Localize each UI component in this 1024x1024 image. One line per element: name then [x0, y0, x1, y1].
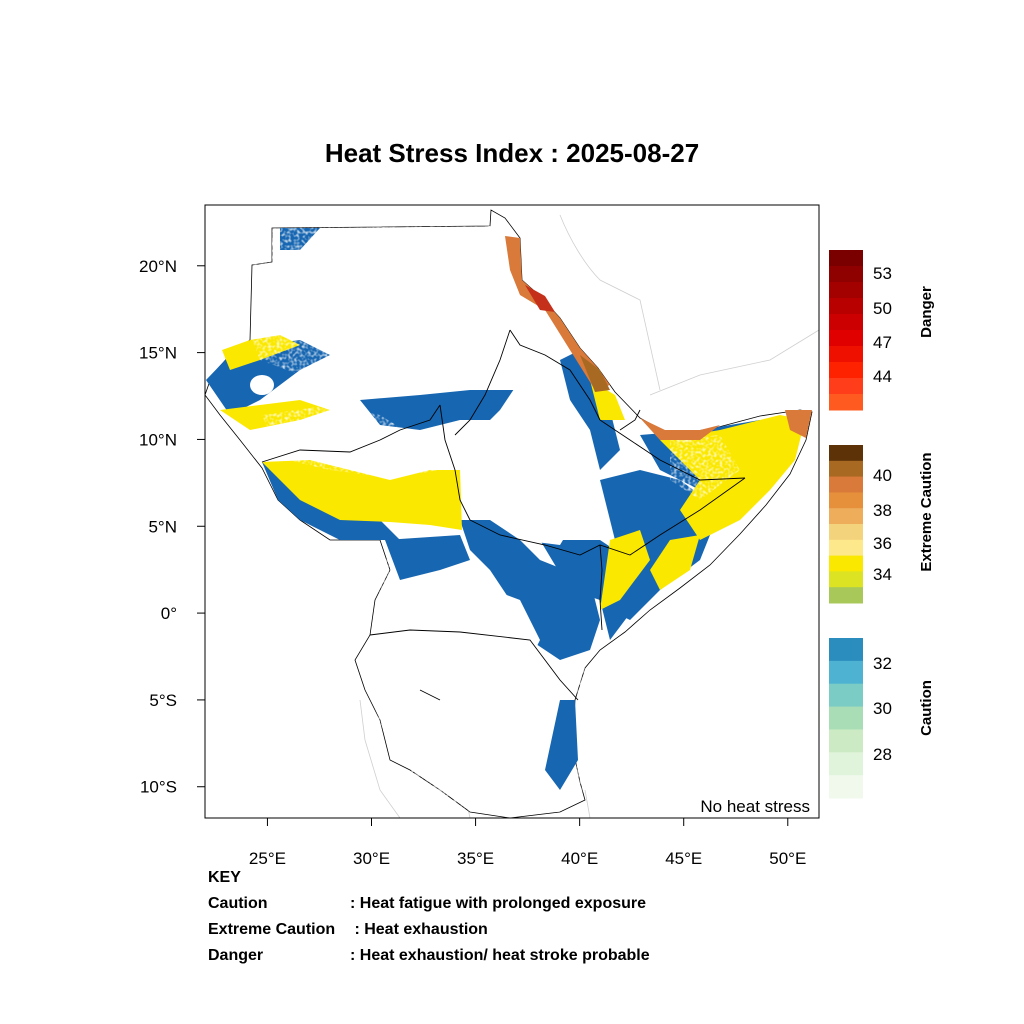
- legend-tick-label: 40: [873, 466, 892, 485]
- y-tick-label: 15°N: [139, 344, 177, 363]
- legend-swatch: [829, 752, 863, 776]
- legend-swatch: [829, 445, 863, 462]
- map-content: [205, 209, 819, 818]
- key-heading: KEY: [208, 869, 241, 886]
- y-tick-label: 10°N: [139, 430, 177, 449]
- legend-tick-label: 38: [873, 501, 892, 520]
- legend-title: Extreme Caution: [918, 452, 935, 571]
- legend-swatch: [829, 362, 863, 379]
- legend-swatch: [829, 460, 863, 478]
- legend-swatch: [829, 314, 863, 331]
- legend-swatch: [829, 378, 863, 395]
- country-borders: [261, 329, 746, 701]
- legend-tick-label: 28: [873, 745, 892, 764]
- key-row-extreme-caution: Extreme Caution : Heat exhaustion: [208, 920, 650, 946]
- external-border: [559, 214, 661, 391]
- external-border: [584, 789, 591, 818]
- legend-swatch: [829, 555, 863, 572]
- page-title: Heat Stress Index : 2025-08-27: [324, 138, 700, 168]
- legend-tick-label: 32: [873, 654, 892, 673]
- key-panel: KEY Caution : Heat fatigue with prolonged…: [208, 868, 650, 972]
- legend-swatch: [829, 250, 863, 267]
- x-tick-label: 50°E: [769, 849, 806, 868]
- legend-danger: 53 50 47 44 Danger: [829, 250, 935, 411]
- legend-swatch: [829, 346, 863, 363]
- legend-tick-label: 44: [873, 367, 892, 386]
- legend-swatch: [829, 266, 863, 283]
- x-tick-label: 35°E: [457, 849, 494, 868]
- key-term: Caution: [208, 895, 268, 912]
- legend-title: Danger: [918, 286, 935, 338]
- external-border: [649, 329, 819, 396]
- legend-swatch: [829, 660, 863, 685]
- legend-swatch: [829, 508, 863, 525]
- y-axis: 20°N 15°N 10°N 5°N 0° 5°S 10°S: [139, 257, 205, 797]
- key-desc: : Heat exhaustion/ heat stroke probable: [350, 947, 650, 964]
- y-tick-label: 0°: [161, 604, 177, 623]
- no-stress-zones: [250, 365, 590, 690]
- legend-swatch: [829, 539, 863, 557]
- key-row-danger: Danger : Heat exhaustion/ heat stroke pro…: [208, 946, 650, 972]
- legend-extreme-caution: 40 38 36 34 Extreme Caution: [829, 445, 935, 604]
- x-tick-label: 30°E: [353, 849, 390, 868]
- y-tick-label: 10°S: [140, 778, 177, 797]
- key-desc: : Heat fatigue with prolonged exposure: [350, 895, 647, 912]
- danger-zones: [505, 236, 812, 440]
- legend-title: Caution: [918, 680, 935, 736]
- legend-tick-label: 53: [873, 264, 892, 283]
- legend-swatch: [829, 638, 863, 662]
- y-tick-label: 5°S: [149, 691, 177, 710]
- legend-swatch: [829, 298, 863, 315]
- legend-tick-label: 34: [873, 565, 892, 584]
- legend-swatch: [829, 330, 863, 347]
- map-frame: [204, 204, 820, 819]
- key-term: Extreme Caution: [208, 921, 336, 938]
- x-tick-label: 40°E: [561, 849, 598, 868]
- legend-swatch: [829, 394, 863, 411]
- legend-swatch: [829, 729, 863, 753]
- legend-swatch: [829, 524, 863, 541]
- y-tick-label: 5°N: [148, 517, 177, 536]
- no-heat-stress-label: No heat stress: [700, 797, 810, 816]
- key-term: Danger: [208, 947, 264, 964]
- x-tick-label: 45°E: [665, 849, 702, 868]
- y-tick-label: 20°N: [139, 257, 177, 276]
- legend-swatch: [829, 282, 863, 299]
- x-axis: 25°E 30°E 35°E 40°E 45°E 50°E: [249, 818, 806, 868]
- legend-swatch: [829, 706, 863, 730]
- key-row-caution: Caution : Heat fatigue with prolonged exp…: [208, 894, 650, 920]
- legend-tick-label: 36: [873, 534, 892, 553]
- key-desc: : Heat exhaustion: [350, 921, 488, 938]
- x-tick-label: 25°E: [249, 849, 286, 868]
- legend-swatch: [829, 587, 863, 604]
- legend-swatch: [829, 683, 863, 708]
- legend-swatch: [829, 492, 863, 509]
- legend-swatch: [829, 571, 863, 588]
- legend-tick-label: 30: [873, 699, 892, 718]
- legend-tick-label: 50: [873, 299, 892, 318]
- legend-swatch: [829, 775, 863, 799]
- legend-swatch: [829, 476, 863, 493]
- external-border: [359, 699, 401, 818]
- legend-caution: 32 30 28 Caution: [829, 638, 935, 799]
- extreme-caution-orange-zones: [252, 226, 740, 500]
- legend-tick-label: 47: [873, 333, 892, 352]
